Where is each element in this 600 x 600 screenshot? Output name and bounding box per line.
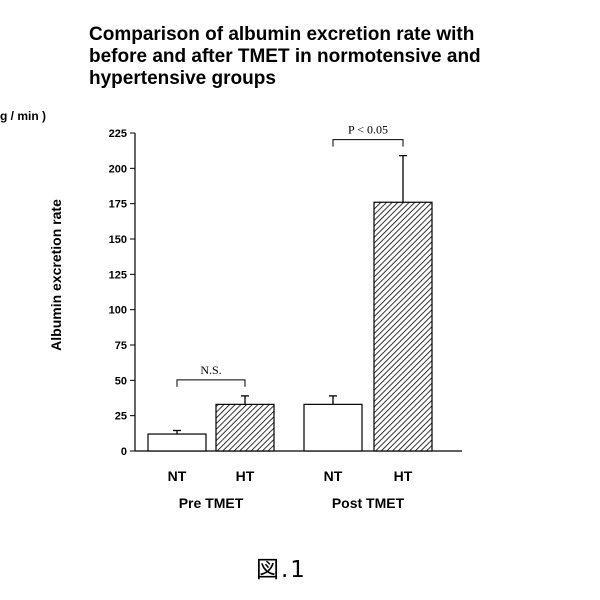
y-tick-label: 175 (109, 199, 127, 211)
x-tick-label: HT (236, 468, 255, 484)
significance-bracket (332, 139, 404, 147)
chart-title: Comparison of albumin excretion rate wit… (89, 24, 569, 90)
x-tick-label: NT (168, 468, 187, 484)
bar (373, 201, 433, 452)
chart-title-line-1: Comparison of albumin excretion rate wit… (89, 24, 475, 45)
x-tick-label: NT (324, 468, 343, 484)
significance-bracket (176, 379, 246, 387)
y-tick-label: 25 (115, 411, 127, 423)
significance-label: N.S. (200, 363, 221, 377)
significance-label: P < 0.05 (348, 123, 388, 137)
y-tick-label: 150 (109, 234, 127, 246)
figure-caption: 図.1 (256, 557, 307, 583)
group-label: Post TMET (332, 495, 405, 511)
group-label: Pre TMET (179, 495, 244, 511)
y-tick-label: 0 (121, 446, 127, 458)
bar (215, 403, 275, 452)
x-tick-label: HT (394, 468, 413, 484)
chart-title-line-3: hypertensive groups (89, 68, 276, 89)
y-tick-label: 125 (109, 269, 127, 281)
y-tick-label: 225 (109, 128, 127, 140)
y-tick-label: 50 (115, 375, 127, 387)
chart-title-line-2: before and after TMET in normotensive an… (89, 46, 481, 67)
bar (303, 403, 363, 452)
y-tick-label: 75 (115, 340, 127, 352)
bar (147, 433, 207, 452)
y-tick-label: 100 (109, 305, 127, 317)
y-tick-label: 200 (109, 163, 127, 175)
y-axis-unit: g / min ) (0, 109, 46, 123)
